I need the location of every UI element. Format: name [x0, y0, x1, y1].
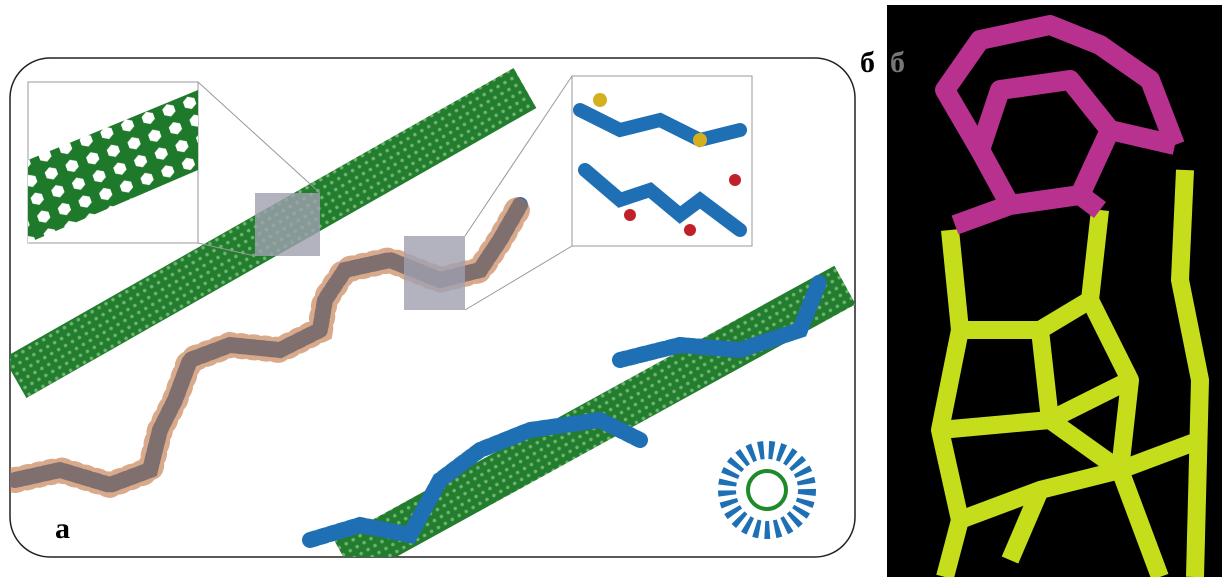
- panel-b: б б: [860, 5, 1222, 577]
- zoom-box: [255, 193, 320, 256]
- panel-label-overlay: б: [890, 46, 905, 79]
- panel-label: а: [55, 512, 70, 545]
- panel-label: б: [860, 46, 875, 79]
- figure: а б б: [0, 0, 1222, 577]
- panel-a: а: [10, 58, 855, 560]
- page: а б б (() => { const data = JSON.parse(d…: [0, 0, 1222, 577]
- zoom-box: [404, 236, 465, 310]
